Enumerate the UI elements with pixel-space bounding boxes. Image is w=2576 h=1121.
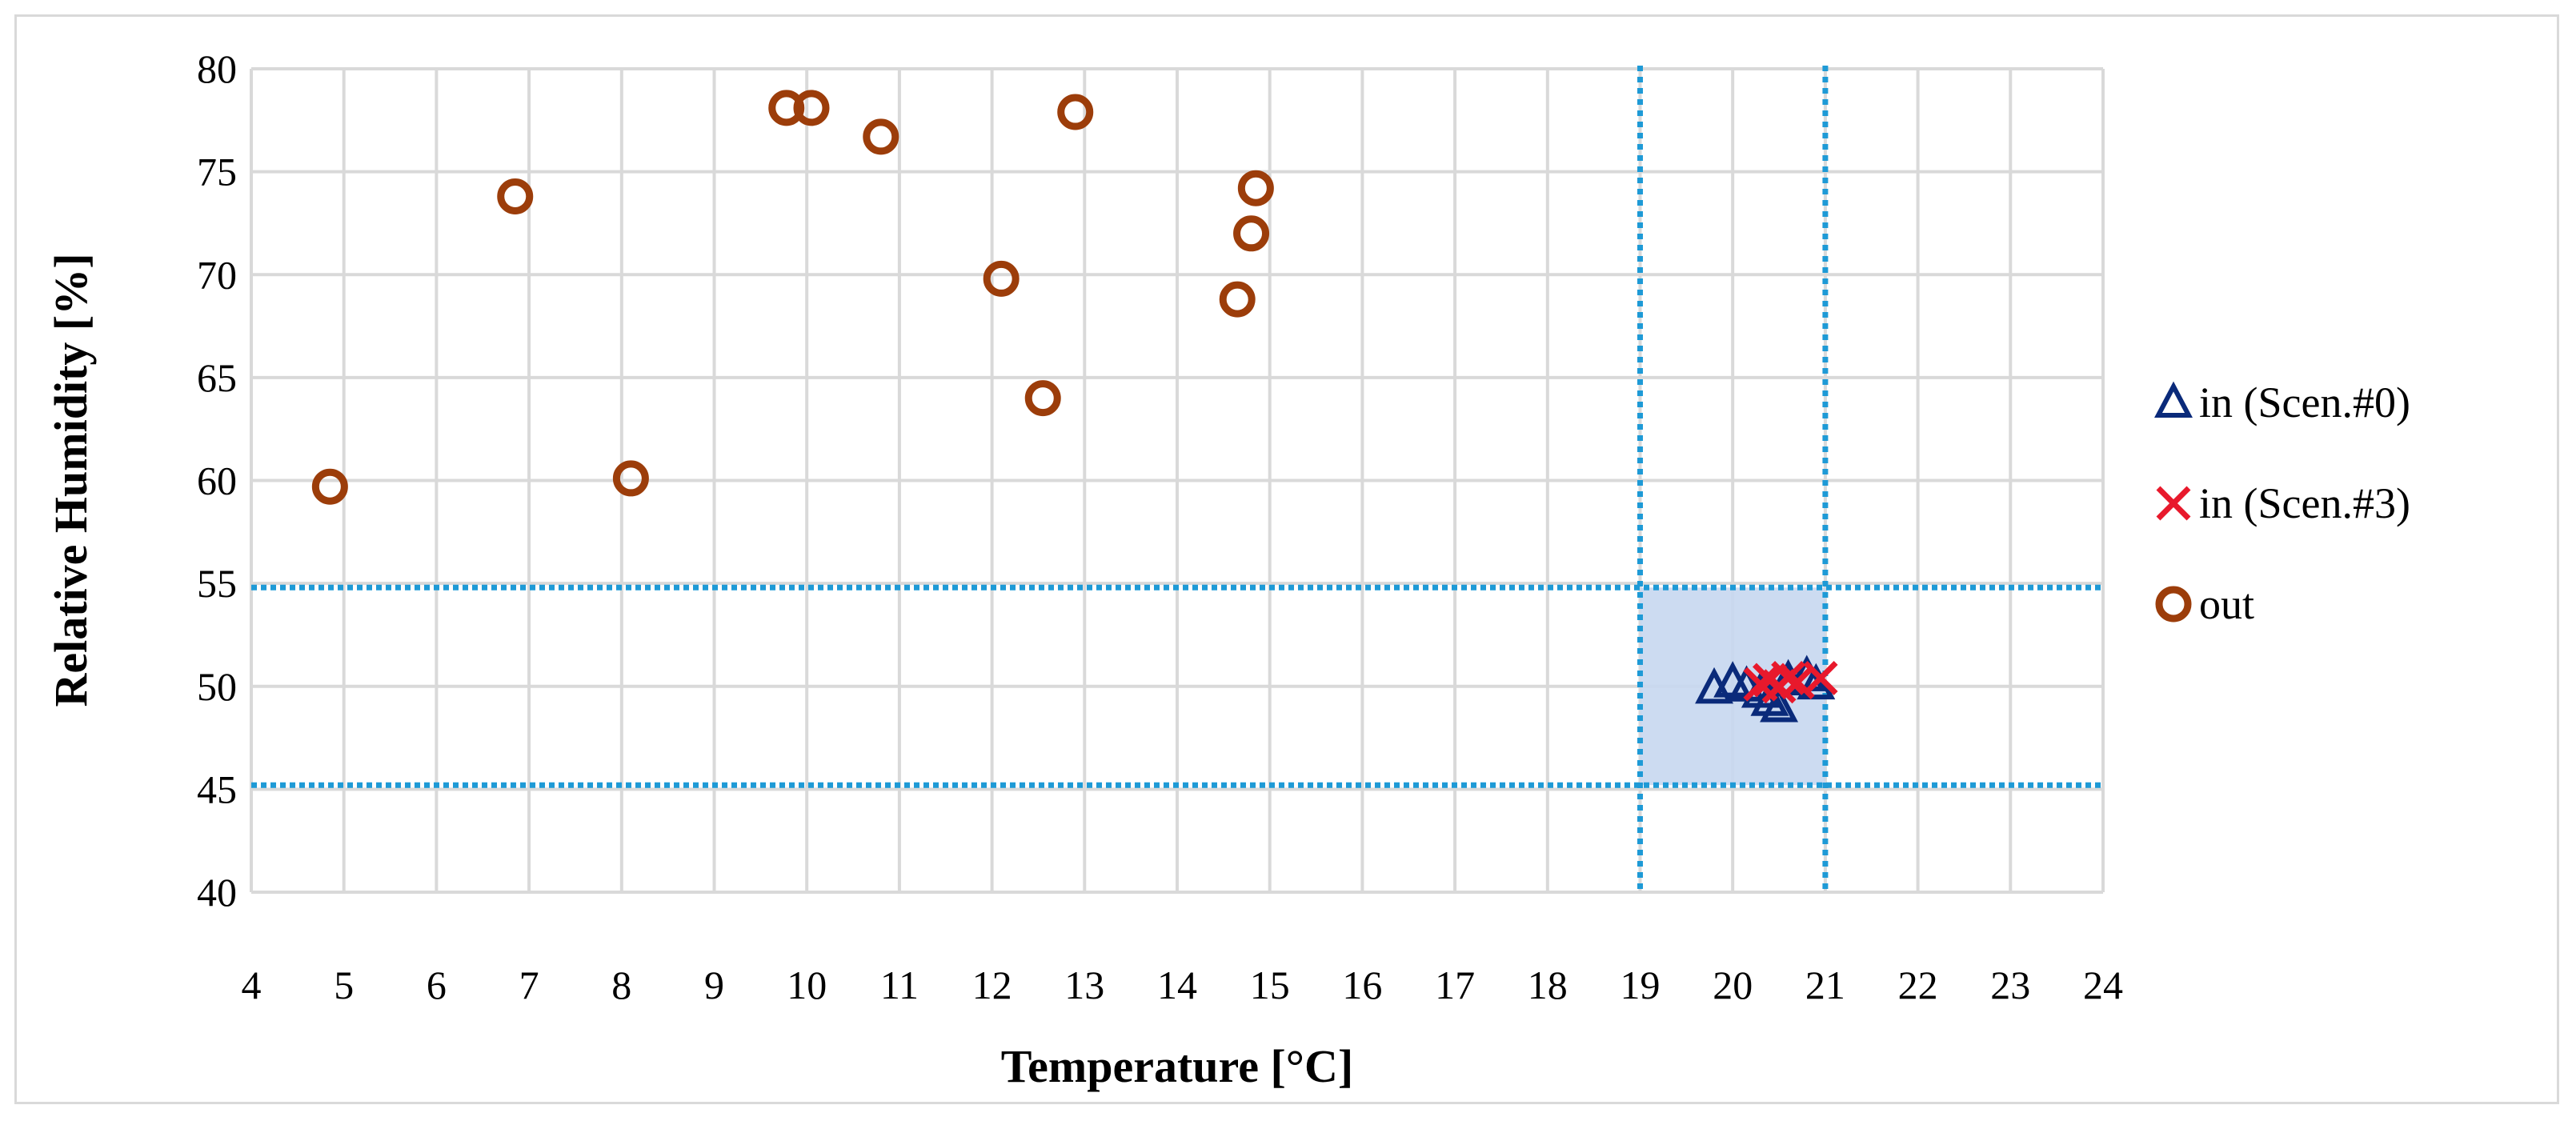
x-tick-label: 15 [1250, 963, 1290, 1007]
point-x [1803, 660, 1838, 695]
legend-label: in (Scen.#3) [2199, 479, 2410, 527]
x-tick-label: 6 [427, 963, 447, 1007]
x-tick-label: 23 [1990, 963, 2030, 1007]
legend-marker-circle [2155, 586, 2192, 623]
x-tick-label: 11 [880, 963, 919, 1007]
x-tick-label: 24 [2083, 963, 2123, 1007]
point-circle [1233, 215, 1270, 252]
y-tick-label: 40 [197, 870, 237, 915]
x-tick-label: 22 [1898, 963, 1938, 1007]
x-tick-label: 9 [704, 963, 724, 1007]
point-circle [1057, 94, 1094, 130]
legend-label: out [2199, 580, 2254, 628]
grid-lines [250, 67, 2105, 894]
x-tick-label: 14 [1157, 963, 1197, 1007]
y-tick-label: 45 [197, 767, 237, 811]
y-tick-label: 75 [197, 150, 237, 194]
y-tick-label: 60 [197, 458, 237, 503]
legend-marker-triangle [2154, 381, 2193, 418]
point-circle [311, 468, 348, 505]
y-tick-label: 50 [197, 664, 237, 709]
point-triangle [1760, 686, 1799, 723]
x-tick-label: 4 [242, 963, 262, 1007]
x-tick-label: 16 [1342, 963, 1382, 1007]
chart-frame [14, 14, 2559, 1104]
data-points [311, 90, 1838, 723]
point-circle [1237, 170, 1274, 206]
point-circle [1024, 380, 1061, 417]
x-tick-label: 10 [787, 963, 827, 1007]
point-circle [983, 260, 1020, 297]
x-tick-label: 18 [1528, 963, 1568, 1007]
x-tick-label: 21 [1805, 963, 1845, 1007]
y-axis-title: Relative Humidity [%] [45, 253, 97, 707]
x-tick-label: 12 [972, 963, 1012, 1007]
y-tick-label: 80 [197, 46, 237, 91]
point-circle [1219, 281, 1256, 318]
point-circle [612, 460, 649, 497]
x-tick-label: 5 [334, 963, 354, 1007]
x-tick-label: 17 [1435, 963, 1475, 1007]
legend: in (Scen.#0) in (Scen.#3) out [2154, 378, 2410, 628]
point-circle [768, 90, 805, 126]
x-tick-label: 13 [1064, 963, 1104, 1007]
legend-marker-x [2156, 486, 2191, 521]
x-tick-label: 7 [519, 963, 539, 1007]
x-tick-label: 8 [611, 963, 631, 1007]
x-axis-title: Temperature [°C] [1001, 1040, 1353, 1092]
y-tick-label: 65 [197, 355, 237, 400]
x-tick-label: 19 [1621, 963, 1661, 1007]
point-circle [793, 90, 830, 126]
legend-label: in (Scen.#0) [2199, 378, 2410, 426]
point-circle [863, 118, 899, 155]
point-x [1771, 660, 1806, 695]
point-circle [497, 178, 534, 214]
tick-labels: 4 5 6 7 8 9 10 11 12 13 14 15 16 17 18 19 20 21 22 23 244045… [197, 46, 2123, 1007]
comfort-zone [251, 66, 2103, 892]
y-tick-label: 70 [197, 252, 237, 297]
x-tick-label: 20 [1713, 963, 1753, 1007]
y-tick-label: 55 [197, 561, 237, 606]
